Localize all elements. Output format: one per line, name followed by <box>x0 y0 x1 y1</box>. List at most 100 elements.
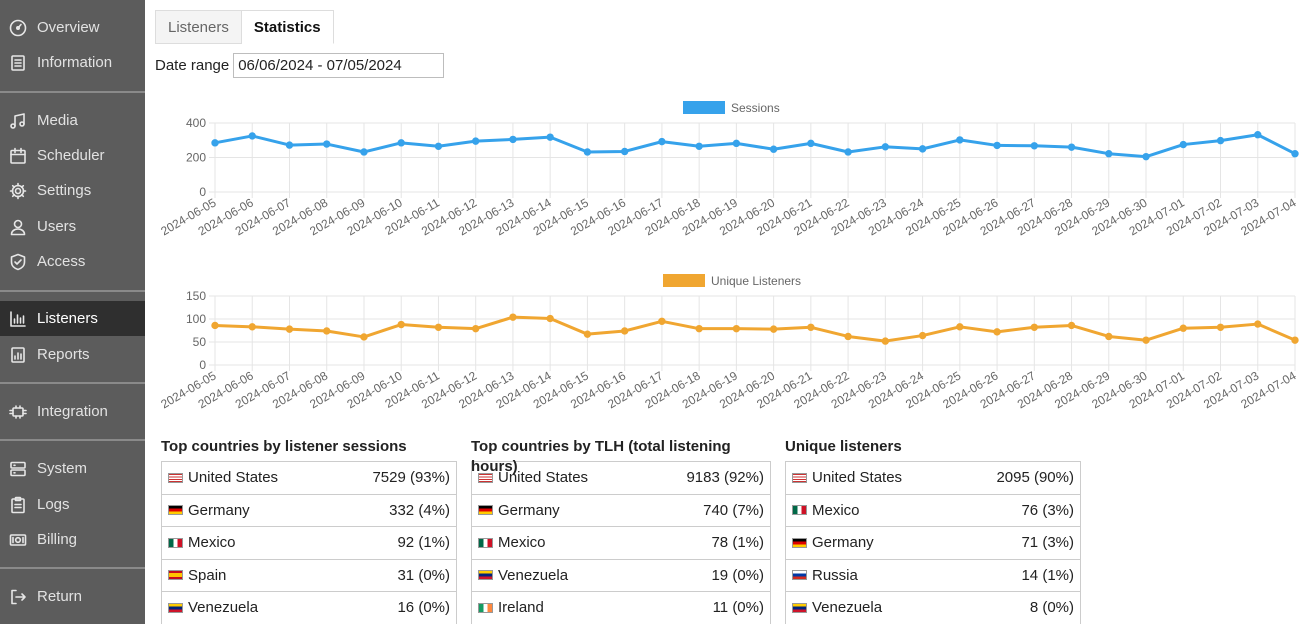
data-point[interactable] <box>881 337 890 345</box>
data-point[interactable] <box>918 331 927 340</box>
data-point[interactable] <box>956 136 964 144</box>
data-point[interactable] <box>285 141 294 149</box>
nav-users[interactable]: Users <box>0 209 145 244</box>
data-point[interactable] <box>1030 142 1039 150</box>
data-point[interactable] <box>844 148 852 156</box>
nav-label: Return <box>37 588 83 605</box>
data-point[interactable] <box>620 147 629 156</box>
nav-logs[interactable]: Logs <box>0 487 145 522</box>
data-point[interactable] <box>1254 131 1262 139</box>
date-range-input[interactable] <box>233 53 445 78</box>
table-row: United States 2095 (90%) <box>786 462 1080 495</box>
data-point[interactable] <box>1216 136 1225 145</box>
legend-label: Unique Listeners <box>711 274 801 288</box>
data-point[interactable] <box>807 139 815 148</box>
y-tick-label: 400 <box>186 116 206 130</box>
data-point[interactable] <box>1179 324 1187 332</box>
data-point[interactable] <box>1179 140 1187 149</box>
country-name: Russia <box>812 566 858 584</box>
country-name: Venezuela <box>812 599 883 617</box>
data-point[interactable] <box>509 135 517 144</box>
data-point[interactable] <box>1105 150 1113 158</box>
data-point[interactable] <box>360 333 368 341</box>
data-point[interactable] <box>1254 320 1262 328</box>
data-point[interactable] <box>546 314 554 323</box>
nav-integration[interactable]: Integration <box>0 394 145 429</box>
country-value: 7529 (93%) <box>372 469 450 487</box>
data-point[interactable] <box>211 139 219 147</box>
table-row: United States 9183 (92%) <box>472 462 770 495</box>
nav-reports[interactable]: Reports <box>0 337 145 372</box>
data-point[interactable] <box>1142 152 1150 161</box>
country-value: 19 (0%) <box>711 566 764 584</box>
data-point[interactable] <box>1291 150 1299 158</box>
nav-scheduler[interactable]: Scheduler <box>0 138 145 173</box>
nav-system[interactable]: System <box>0 451 145 486</box>
data-point[interactable] <box>1291 336 1299 344</box>
nav-settings[interactable]: Settings <box>0 173 145 208</box>
nav-label: Integration <box>37 403 108 420</box>
nav-access[interactable]: Access <box>0 244 145 279</box>
data-point[interactable] <box>397 320 405 329</box>
data-point[interactable] <box>658 137 666 146</box>
data-point[interactable] <box>844 332 852 341</box>
data-point[interactable] <box>285 325 294 333</box>
series-line <box>214 133 1296 159</box>
data-point[interactable] <box>1067 321 1076 330</box>
data-point[interactable] <box>620 327 629 335</box>
y-tick-label: 0 <box>199 358 206 372</box>
data-point[interactable] <box>807 323 815 331</box>
data-point[interactable] <box>248 132 256 140</box>
data-point[interactable] <box>1142 336 1150 344</box>
gear-icon <box>9 182 27 200</box>
data-point[interactable] <box>732 139 741 148</box>
data-point[interactable] <box>993 328 1001 336</box>
data-point[interactable] <box>509 313 517 321</box>
table-body: United States 7529 (93%) Germany 332 (4%) Me… <box>161 461 457 624</box>
data-point[interactable] <box>360 148 368 156</box>
nav-information[interactable]: Information <box>0 45 145 80</box>
data-point[interactable] <box>471 324 480 333</box>
data-point[interactable] <box>583 330 592 338</box>
nav-return[interactable]: Return <box>0 579 145 614</box>
data-point[interactable] <box>695 142 703 150</box>
data-point[interactable] <box>769 325 778 333</box>
data-point[interactable] <box>583 148 592 156</box>
data-point[interactable] <box>769 145 778 153</box>
data-point[interactable] <box>323 327 331 335</box>
data-point[interactable] <box>1216 323 1225 331</box>
country-cell: Germany <box>792 534 874 551</box>
country-name: Ireland <box>498 599 544 617</box>
data-point[interactable] <box>323 140 331 148</box>
data-point[interactable] <box>658 317 666 325</box>
nav-media[interactable]: Media <box>0 103 145 138</box>
data-point[interactable] <box>993 141 1001 150</box>
nav-listeners[interactable]: Listeners <box>0 301 145 336</box>
tab-statistics[interactable]: Statistics <box>241 10 334 44</box>
flag-de-icon <box>478 505 493 516</box>
data-point[interactable] <box>732 324 741 333</box>
legend-swatch <box>663 274 705 287</box>
data-point[interactable] <box>918 145 927 153</box>
data-point[interactable] <box>434 142 443 150</box>
data-point[interactable] <box>695 324 703 333</box>
tab-listeners[interactable]: Listeners <box>155 10 242 44</box>
table-body: United States 9183 (92%) Germany 740 (7%) Me… <box>471 461 771 624</box>
data-point[interactable] <box>397 139 405 147</box>
flag-ve-icon <box>478 570 493 581</box>
data-point[interactable] <box>1030 323 1039 331</box>
data-point[interactable] <box>211 321 219 330</box>
data-point[interactable] <box>471 137 480 145</box>
data-point[interactable] <box>1067 143 1076 151</box>
data-point[interactable] <box>881 143 890 151</box>
table-row: United States 7529 (93%) <box>162 462 456 495</box>
data-point[interactable] <box>956 323 964 331</box>
server-icon <box>9 460 27 478</box>
data-point[interactable] <box>434 323 443 331</box>
nav-billing[interactable]: Billing <box>0 522 145 557</box>
data-point[interactable] <box>1105 332 1113 341</box>
data-point[interactable] <box>546 133 554 141</box>
nav-overview[interactable]: Overview <box>0 10 145 45</box>
data-point[interactable] <box>248 323 256 331</box>
flag-us-icon <box>478 472 493 483</box>
